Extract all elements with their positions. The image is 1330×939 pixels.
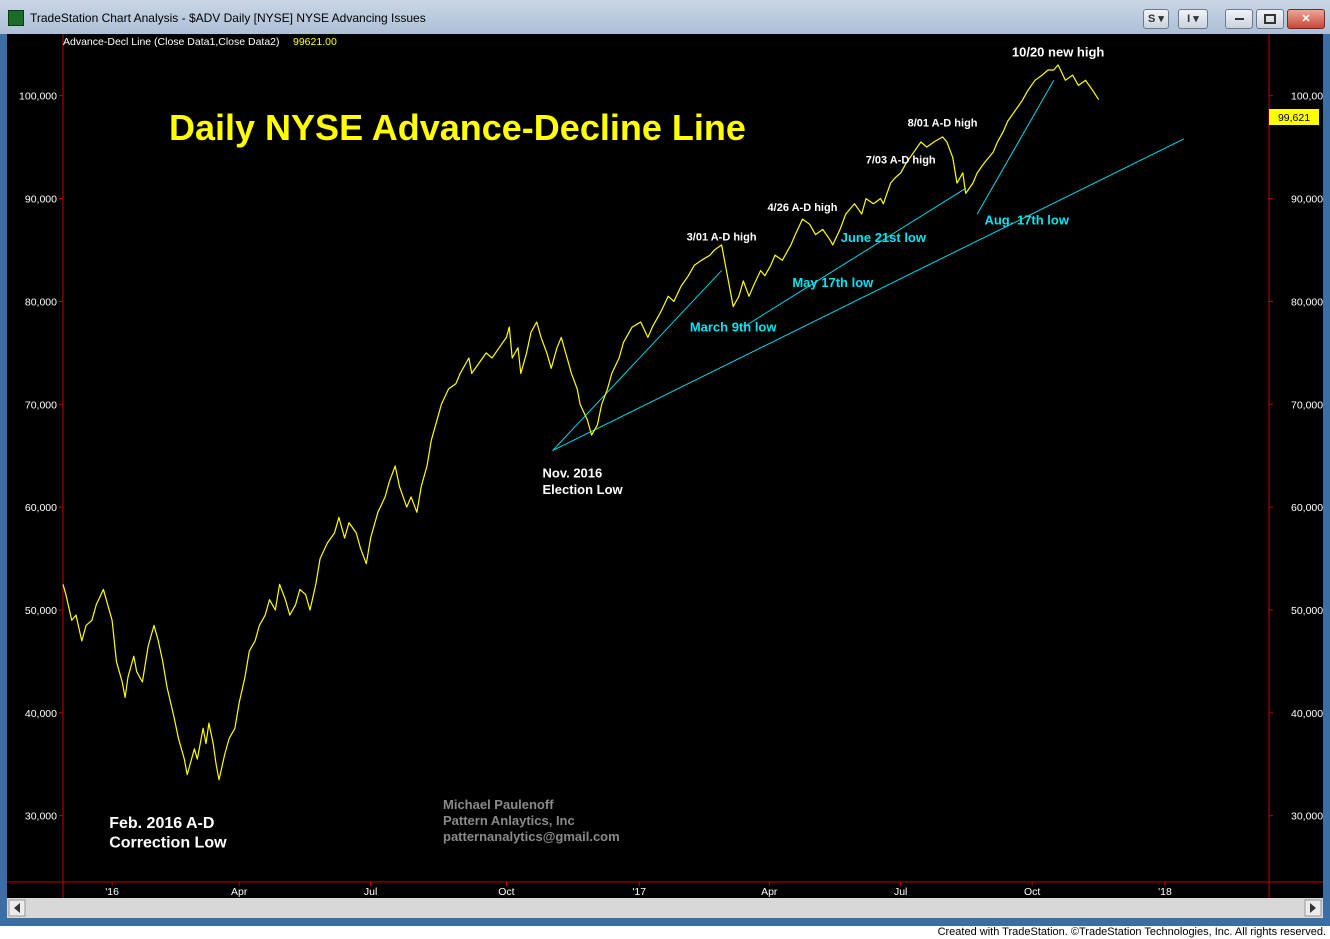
chart-annotation: 7/03 A-D high	[866, 155, 936, 167]
y-tick-label-right: 50,000	[1291, 605, 1323, 617]
y-tick-label-right: 90,000	[1291, 194, 1323, 206]
trendline	[743, 187, 966, 328]
scroll-right-icon[interactable]	[1310, 903, 1316, 913]
indicator-label: Advance-Decl Line (Close Data1,Close Dat…	[63, 36, 280, 48]
trendline	[552, 270, 722, 451]
indicator-menu-button[interactable]: I ▾	[1178, 9, 1208, 29]
watermark-line: patternanalytics@gmail.com	[443, 829, 620, 844]
chart-annotation: May 17th low	[792, 275, 874, 290]
y-tick-label-left: 50,000	[25, 605, 57, 617]
trendline	[552, 138, 1185, 452]
status-bar: Created with TradeStation. ©TradeStation…	[0, 926, 1330, 939]
scroll-left-icon[interactable]	[14, 903, 20, 913]
chart-annotation: Feb. 2016 A-D	[109, 815, 214, 832]
minimize-icon	[1234, 18, 1244, 21]
y-tick-label-left: 100,000	[19, 91, 57, 103]
close-icon: ✕	[1301, 13, 1311, 25]
chart-annotation: Election Low	[543, 482, 624, 497]
x-tick-label: Oct	[1024, 886, 1040, 898]
maximize-button[interactable]	[1256, 9, 1284, 29]
y-tick-label-right: 30,000	[1291, 811, 1323, 823]
advance-decline-line[interactable]	[62, 64, 1100, 781]
chart-annotation: 4/26 A-D high	[768, 202, 838, 214]
chart-svg[interactable]: 30,000 30,000 40,000 40,000 50,000 50,000 60,0…	[7, 34, 1329, 918]
y-tick-label-right: 80,000	[1291, 296, 1323, 308]
x-tick-label: '16	[105, 886, 119, 898]
chart-annotation: June 21st low	[841, 230, 927, 245]
trendline	[976, 80, 1055, 215]
y-tick-label-right: 60,000	[1291, 502, 1323, 514]
y-tick-label-right: 70,000	[1291, 399, 1323, 411]
last-value-label: 99,621	[1278, 112, 1310, 124]
x-tick-label: '18	[1158, 886, 1172, 898]
x-tick-label: Jul	[894, 886, 907, 898]
y-tick-label-left: 70,000	[25, 399, 57, 411]
y-tick-label-left: 90,000	[25, 194, 57, 206]
y-tick-label-left: 40,000	[25, 708, 57, 720]
watermark-line: Michael Paulenoff	[443, 797, 554, 812]
close-button[interactable]: ✕	[1287, 9, 1325, 29]
y-tick-label-left: 30,000	[25, 811, 57, 823]
y-tick-label-right: 40,000	[1291, 708, 1323, 720]
watermark: Michael Paulenoff Pattern Anlaytics, Inc…	[443, 797, 620, 844]
symbol-menu-button[interactable]: S ▾	[1143, 9, 1169, 29]
x-tick-label: Jul	[364, 886, 377, 898]
x-tick-label: '17	[632, 886, 646, 898]
tradestation-app-icon	[8, 10, 24, 26]
chart-area[interactable]: 30,000 30,000 40,000 40,000 50,000 50,000 60,0…	[7, 34, 1329, 918]
y-tick-label-left: 80,000	[25, 296, 57, 308]
y-tick-label-right: 100,000	[1291, 91, 1323, 103]
horizontal-scrollbar[interactable]	[7, 898, 1323, 918]
maximize-icon	[1264, 14, 1276, 25]
chart-annotation: March 9th low	[690, 319, 778, 334]
title-bar[interactable]: TradeStation Chart Analysis - $ADV Daily…	[0, 0, 1330, 34]
x-tick-label: Apr	[231, 886, 248, 898]
last-value-marker: 99,621	[1269, 109, 1319, 125]
chart-title: Daily NYSE Advance-Decline Line	[169, 107, 746, 148]
chart-annotation: 8/01 A-D high	[908, 118, 978, 130]
window-title: TradeStation Chart Analysis - $ADV Daily…	[30, 11, 426, 25]
minimize-button[interactable]	[1225, 9, 1253, 29]
chart-annotation: Nov. 2016	[543, 465, 603, 480]
chart-annotation: Correction Low	[109, 835, 227, 852]
chart-annotation: Aug. 17th low	[984, 212, 1069, 227]
watermark-line: Pattern Anlaytics, Inc	[443, 813, 575, 828]
chart-annotation: 10/20 new high	[1012, 45, 1105, 60]
chart-annotation: 3/01 A-D high	[687, 232, 757, 244]
x-tick-label: Oct	[498, 886, 514, 898]
x-tick-label: Apr	[761, 886, 778, 898]
indicator-value: 99621.00	[293, 36, 337, 48]
y-tick-label-left: 60,000	[25, 502, 57, 514]
copyright-credit: Created with TradeStation. ©TradeStation…	[937, 926, 1326, 938]
